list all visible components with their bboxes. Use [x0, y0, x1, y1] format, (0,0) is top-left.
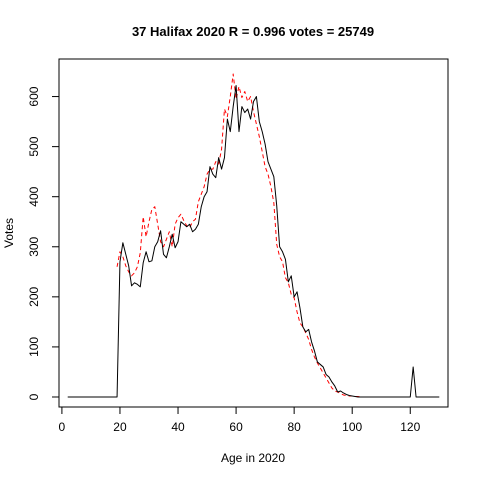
chart-title: 37 Halifax 2020 R = 0.996 votes = 25749 — [132, 24, 374, 39]
x-axis-label: Age in 2020 — [221, 451, 285, 465]
y-axis: 0 100 200 300 400 500 600 — [27, 86, 60, 400]
y-tick-label: 400 — [27, 186, 41, 206]
x-tick-label: 40 — [171, 420, 185, 434]
x-tick-label: 0 — [59, 420, 66, 434]
x-tick-label: 60 — [229, 420, 243, 434]
x-tick-label: 120 — [400, 420, 420, 434]
y-tick-label: 300 — [27, 236, 41, 256]
x-tick-label: 100 — [342, 420, 362, 434]
series-layer — [67, 73, 440, 398]
y-tick-label: 200 — [27, 287, 41, 307]
series-line-1 — [116, 73, 367, 398]
y-axis-label: Votes — [2, 218, 16, 248]
plot-frame — [58, 58, 449, 408]
y-tick-label: 500 — [27, 136, 41, 156]
x-tick-label: 20 — [113, 420, 127, 434]
y-tick-label: 0 — [27, 393, 41, 400]
y-tick-label: 100 — [27, 337, 41, 357]
x-tick-label: 80 — [287, 420, 301, 434]
y-tick-label: 600 — [27, 86, 41, 106]
x-axis: 0 20 40 60 80 100 120 — [59, 406, 421, 434]
series-line-0 — [67, 85, 440, 398]
